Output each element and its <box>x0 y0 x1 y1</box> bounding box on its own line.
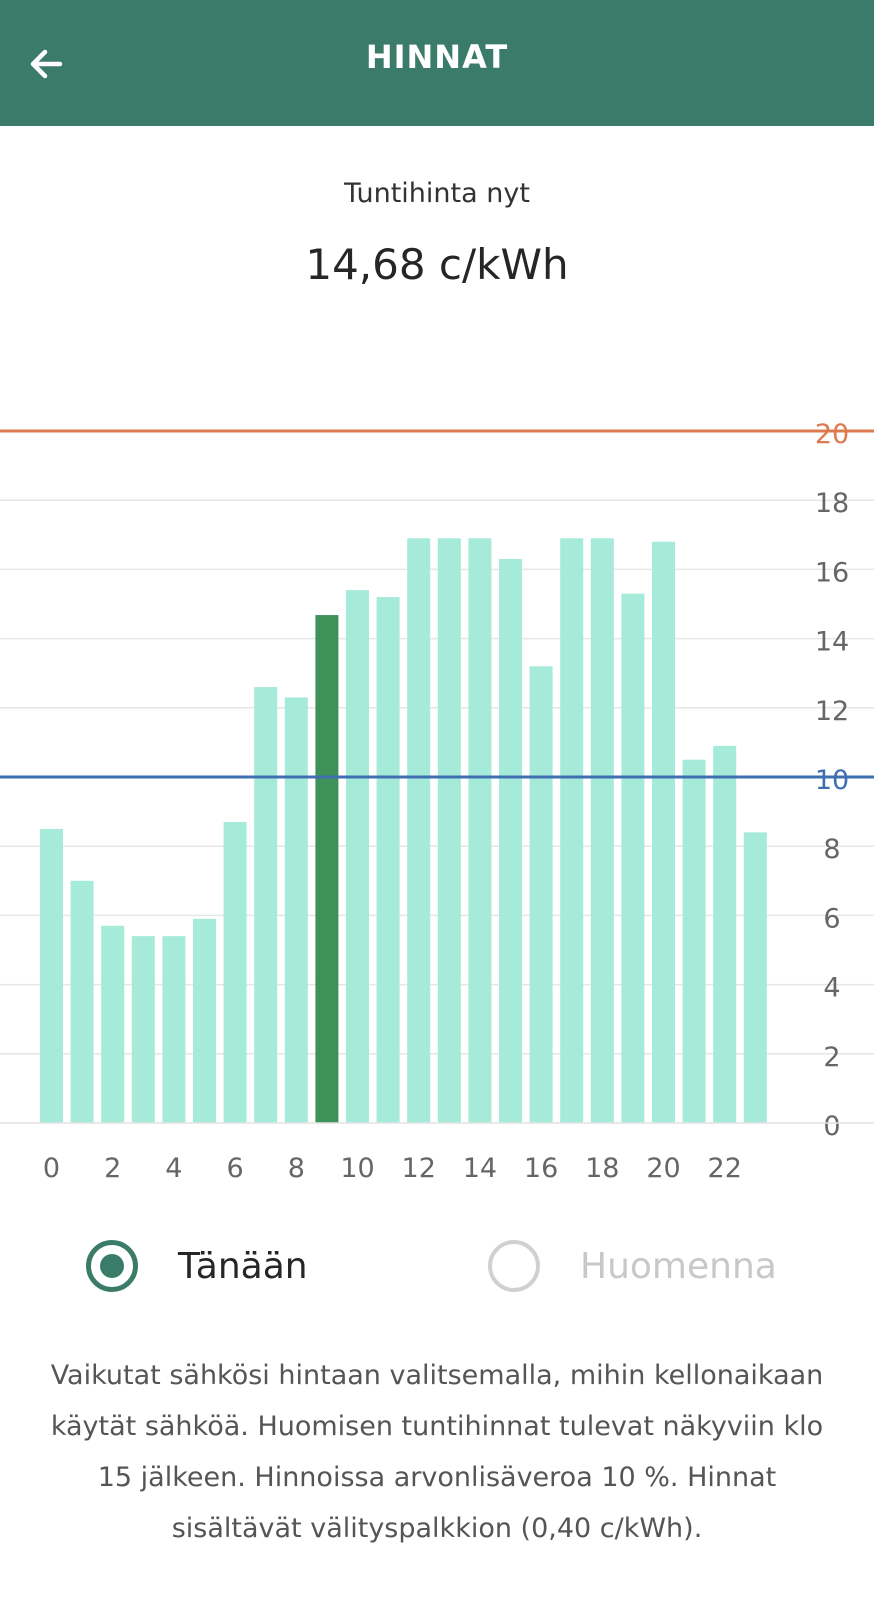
bar <box>652 541 675 1123</box>
page-title: HINNAT <box>365 38 509 76</box>
bar <box>101 925 125 1123</box>
bar <box>529 666 553 1123</box>
y-tick-label: 4 <box>823 973 840 1004</box>
bar <box>162 936 186 1123</box>
bar <box>40 828 63 1123</box>
bar <box>621 593 645 1123</box>
x-tick-label: 22 <box>708 1153 742 1184</box>
radio-tomorrow[interactable]: Huomenna <box>488 1240 777 1292</box>
radio-selected-dot <box>100 1254 124 1278</box>
radio-tomorrow-circle[interactable] <box>488 1240 540 1292</box>
radio-today-circle[interactable] <box>86 1240 138 1292</box>
x-tick-label: 4 <box>165 1153 182 1184</box>
current-price-value: 14,68 c/kWh <box>305 240 569 289</box>
bar <box>70 880 94 1123</box>
x-tick-label: 16 <box>524 1153 558 1184</box>
radio-today-label[interactable]: Tänään <box>178 1245 308 1287</box>
bar <box>499 559 522 1123</box>
info-text: Vaikutat sähkösi hintaan valitsemalla, m… <box>50 1360 824 1544</box>
bar <box>560 538 584 1123</box>
radio-today[interactable]: Tänään <box>86 1240 308 1292</box>
y-tick-label: 14 <box>815 627 849 658</box>
y-tick-label: 10 <box>815 765 849 796</box>
y-tick-label: 0 <box>823 1111 840 1142</box>
x-tick-label: 10 <box>340 1153 374 1184</box>
x-tick-label: 6 <box>227 1153 244 1184</box>
y-tick-label: 6 <box>823 903 840 934</box>
bar <box>376 597 400 1123</box>
bar <box>437 538 461 1123</box>
app-header: HINNAT <box>0 0 874 126</box>
y-tick-label: 16 <box>815 557 849 588</box>
bar <box>713 745 737 1123</box>
x-tick-label: 0 <box>43 1153 60 1184</box>
bar <box>468 538 492 1123</box>
bar <box>407 538 431 1123</box>
bar <box>223 821 247 1123</box>
x-tick-label: 18 <box>585 1153 619 1184</box>
y-tick-label: 2 <box>823 1042 840 1073</box>
y-tick-label: 12 <box>815 696 849 727</box>
bar <box>590 538 614 1123</box>
x-tick-label: 14 <box>463 1153 497 1184</box>
bar <box>284 697 308 1123</box>
hourly-price-chart: 0 2 4 6 8 10 12 14 16 18 20 0 2 4 6 8 10 12 14 16 18 20 22 <box>0 419 874 1184</box>
y-tick-label: 20 <box>815 419 849 450</box>
x-tick-label: 2 <box>104 1153 121 1184</box>
current-price-label: Tuntihinta nyt <box>344 178 530 209</box>
bar <box>743 832 767 1123</box>
x-tick-label: 12 <box>402 1153 436 1184</box>
arrow-left-icon <box>30 49 63 79</box>
bar <box>193 918 216 1123</box>
back-button[interactable] <box>18 36 74 92</box>
radio-tomorrow-label[interactable]: Huomenna <box>580 1245 777 1287</box>
y-tick-label: 8 <box>823 834 840 865</box>
x-tick-label: 8 <box>288 1153 305 1184</box>
bar <box>131 936 155 1123</box>
day-selector: Tänään Huomenna <box>0 1240 874 1316</box>
x-tick-label: 20 <box>646 1153 680 1184</box>
bar <box>682 759 706 1123</box>
bar-current-hour <box>315 615 339 1123</box>
bar <box>254 687 278 1123</box>
bar <box>346 590 369 1123</box>
y-tick-label: 18 <box>815 488 849 519</box>
